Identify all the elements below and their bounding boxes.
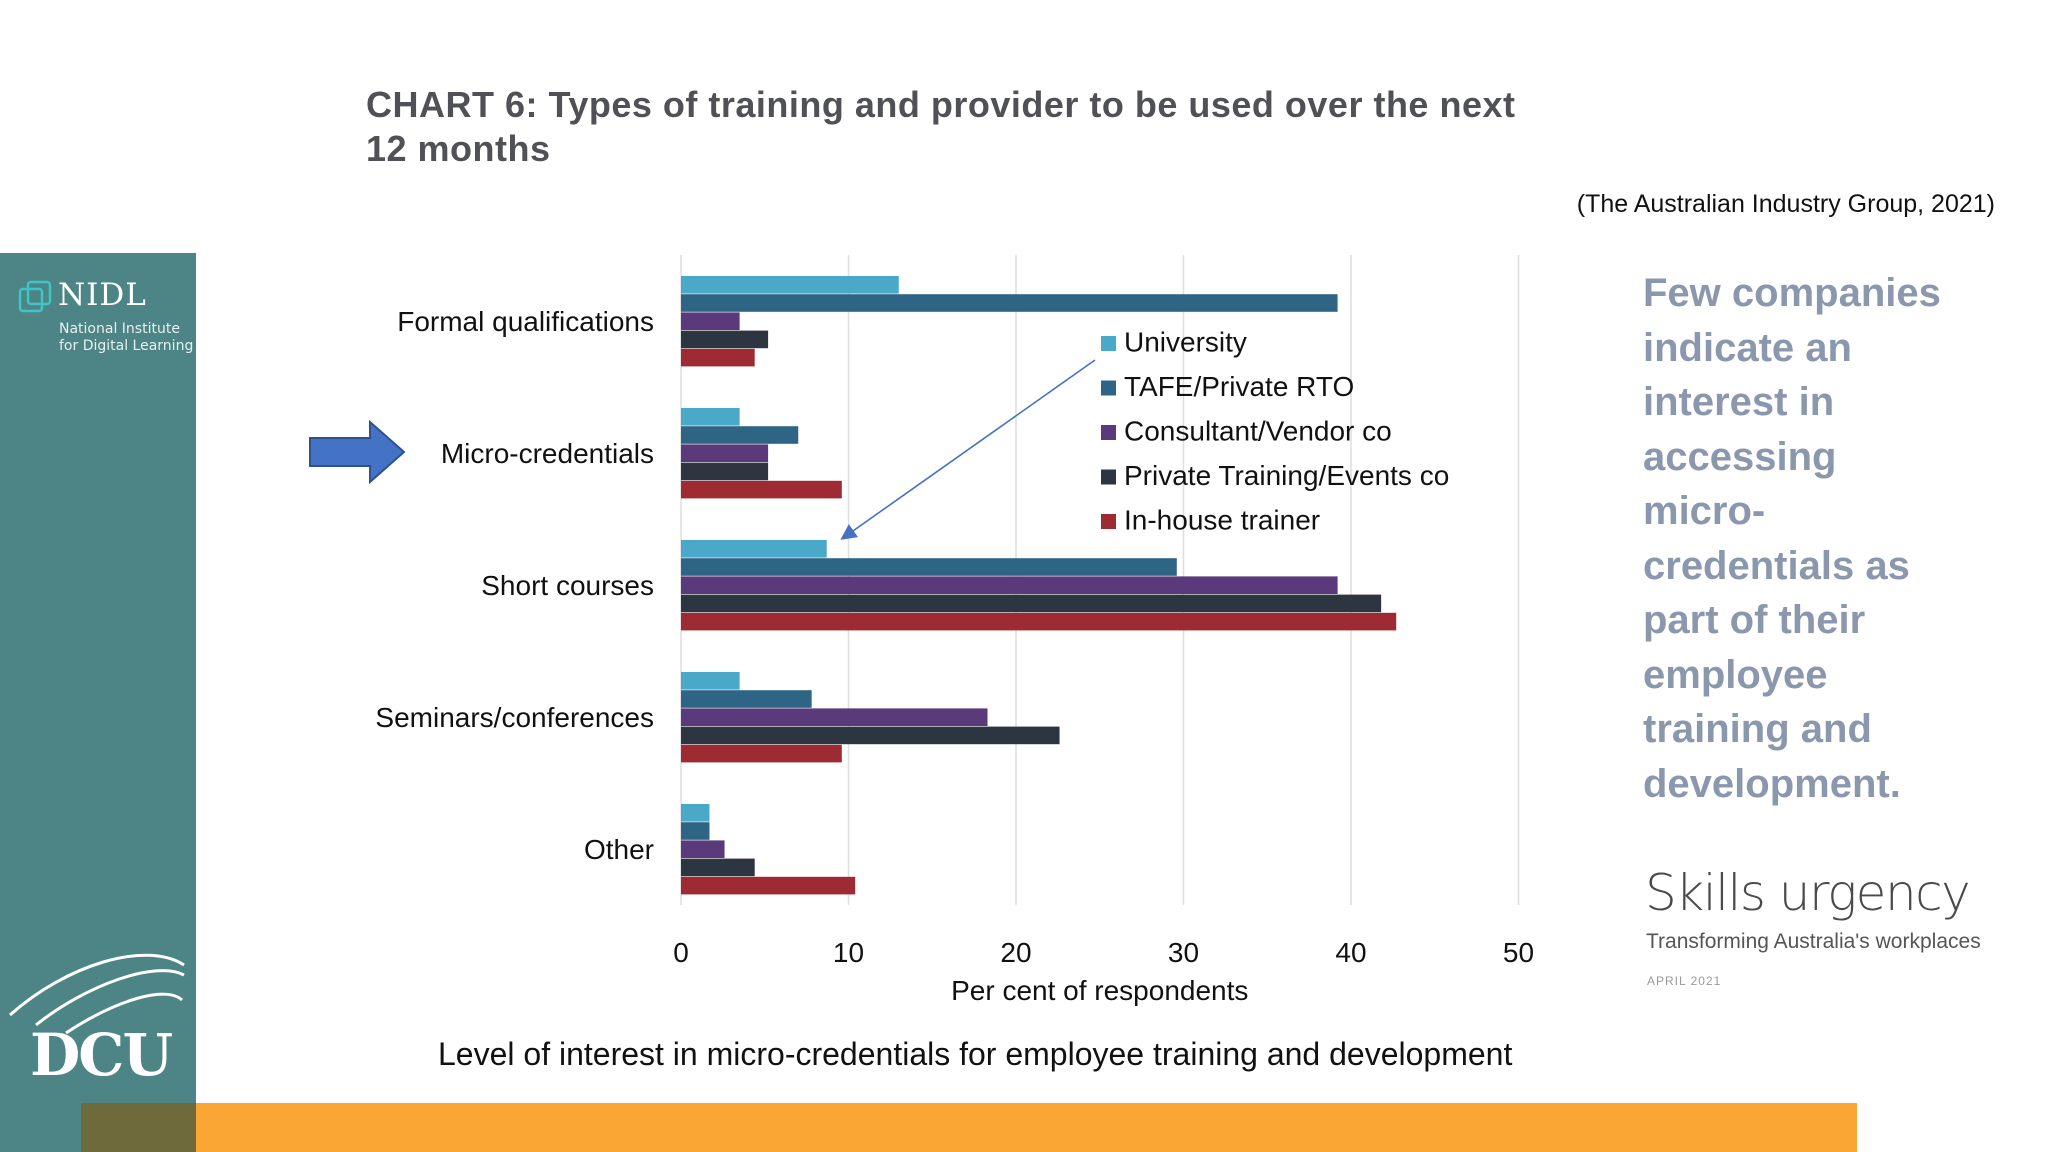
legend-label: TAFE/Private RTO [1124, 371, 1354, 402]
legend-swatch [1101, 336, 1116, 351]
bar [681, 408, 740, 426]
category-label: Seminars/conferences [375, 702, 654, 733]
x-tick-label: 10 [833, 937, 864, 968]
bar [681, 540, 827, 558]
bar [681, 294, 1338, 312]
bottom-accent-bar [81, 1103, 1857, 1152]
chart-title-line2: 12 months [366, 128, 551, 169]
bar [681, 444, 769, 462]
x-axis-label: Per cent of respondents [951, 975, 1248, 1006]
legend-label: In-house trainer [1124, 504, 1320, 535]
bar [681, 876, 856, 895]
sidebar-panel: NIDL National Institute for Digital Lear… [0, 253, 196, 1152]
bar [681, 462, 769, 481]
legend-swatch [1101, 425, 1116, 440]
bar [681, 312, 740, 330]
x-tick-label: 30 [1168, 937, 1199, 968]
nidl-name: NIDL [58, 277, 147, 313]
citation: (The Australian Industry Group, 2021) [1576, 190, 1995, 218]
legend-label: University [1124, 326, 1247, 357]
report-subtitle: Transforming Australia's workplaces [1646, 930, 1981, 953]
bar [681, 348, 755, 367]
slide-caption: Level of interest in micro-credentials f… [438, 1036, 1513, 1072]
chart-title-line1: CHART 6: Types of training and provider … [366, 84, 1516, 125]
chart-title: CHART 6: Types of training and provider … [366, 83, 1566, 171]
bottom-accent-bar-dark [81, 1103, 196, 1152]
bar [681, 480, 842, 499]
legend-swatch [1101, 514, 1116, 529]
legend-label: Consultant/Vendor co [1124, 415, 1392, 446]
x-tick-label: 20 [1000, 937, 1031, 968]
nidl-logo: NIDL National Institute for Digital Lear… [16, 275, 193, 365]
category-label: Short courses [481, 570, 654, 601]
bar [681, 822, 710, 840]
report-title: Skills urgency [1645, 864, 1971, 922]
x-tick-label: 0 [673, 937, 689, 968]
bar [681, 576, 1338, 594]
nidl-subtitle-line1: National Institute [59, 321, 180, 337]
nidl-mark-icon [18, 280, 52, 313]
bar [681, 594, 1382, 613]
bar [681, 726, 1060, 745]
pointer-arrow [840, 359, 1096, 540]
x-tick-label: 40 [1335, 937, 1366, 968]
category-label: Other [584, 834, 654, 865]
bar [681, 690, 812, 708]
report-date: APRIL 2021 [1647, 974, 1722, 988]
bar [681, 558, 1177, 576]
legend-label: Private Training/Events co [1124, 460, 1449, 491]
legend-swatch [1101, 469, 1116, 485]
bar [681, 426, 799, 444]
dcu-wordmark: DCU [30, 1021, 173, 1089]
arrow-right-icon [309, 420, 406, 484]
bar [681, 276, 899, 294]
bar [681, 330, 769, 349]
side-note: Few companies indicate an interest in ac… [1643, 271, 1941, 806]
dcu-logo: DCU [6, 945, 190, 1089]
bar [681, 840, 725, 858]
dcu-swoosh-icon [9, 953, 185, 1035]
bar [681, 708, 988, 726]
category-label: Formal qualifications [397, 306, 654, 337]
nidl-subtitle-line2: for Digital Learning [59, 338, 194, 354]
bar [681, 858, 755, 877]
x-tick-label: 50 [1503, 937, 1534, 968]
bar [681, 744, 842, 763]
bar [681, 672, 740, 690]
category-label: Micro-credentials [441, 438, 654, 469]
legend-swatch [1101, 380, 1116, 396]
bar [681, 612, 1397, 631]
bar [681, 804, 710, 822]
